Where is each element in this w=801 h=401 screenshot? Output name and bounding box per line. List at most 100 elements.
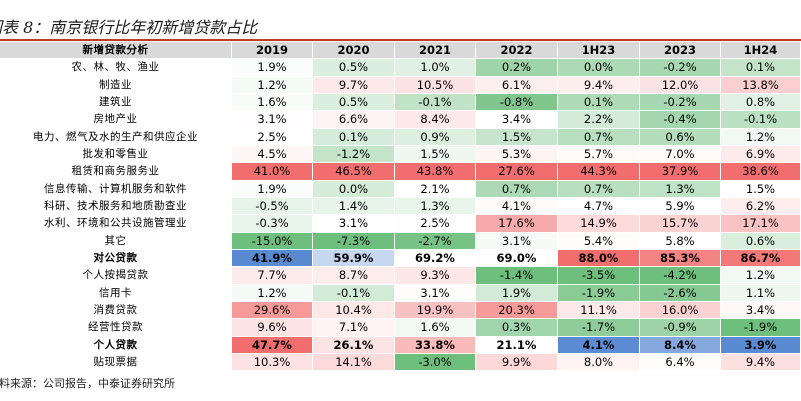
value-cell: -2.7% (395, 232, 476, 250)
value-cell: 15.7% (640, 215, 721, 233)
title: 图表 8：南京银行比年初新增贷款占比 (0, 18, 258, 37)
value-cell: 17.6% (476, 215, 558, 233)
value-cell: 10.4% (313, 301, 395, 320)
row-label: 信息传输、计算机服务和软件 (0, 180, 232, 198)
row-label: 批发和零售业 (0, 145, 232, 164)
value-cell: 26.1% (313, 336, 395, 354)
row-label: 信用卡 (0, 284, 232, 302)
value-cell: 1.5% (721, 180, 801, 198)
table-row: 租赁和商务服务业 41.0% 46.5% 43.8% 27.6% 44.3% 37.9% 38… (0, 163, 801, 181)
value-cell: 0.7% (558, 180, 640, 198)
row-label: 租赁和商务服务业 (0, 163, 232, 181)
value-cell: 0.6% (721, 232, 801, 250)
value-cell: 46.5% (313, 163, 395, 181)
value-cell: 8.0% (558, 353, 640, 372)
value-cell: 2.5% (232, 128, 313, 146)
value-cell: -3.0% (395, 353, 476, 372)
table-row: 经营性贷款 9.6% 7.1% 1.6% 0.3% -1.7% -0.9% -1.9% (0, 319, 801, 337)
value-cell: 12.0% (640, 76, 721, 94)
value-cell: 0.8% (721, 93, 801, 112)
table-row: 制造业 1.2% 9.7% 10.5% 6.1% 9.4% 12.0% 13.8% (0, 76, 801, 94)
value-cell: 27.6% (476, 163, 558, 181)
value-cell: -0.8% (476, 93, 558, 112)
row-label: 个人按揭贷款 (0, 267, 232, 285)
table-row: 水利、环境和公共设施管理业 -0.3% 3.1% 2.5% 17.6% 14.9% 15.7… (0, 215, 801, 233)
value-cell: -0.2% (640, 59, 721, 77)
value-cell: 14.1% (313, 353, 395, 372)
value-cell: 13.8% (721, 76, 801, 94)
table-row: 消费贷款 29.6% 10.4% 19.9% 20.3% 11.1% 16.0% 3.4% (0, 301, 801, 320)
value-cell: 41.9% (232, 249, 313, 268)
row-label: 消费贷款 (0, 301, 232, 320)
value-cell: 0.2% (476, 59, 558, 77)
value-cell: 41.0% (232, 163, 313, 181)
value-cell: 4.1% (558, 336, 640, 354)
value-cell: 1.3% (395, 197, 476, 216)
value-cell: 8.4% (640, 336, 721, 354)
value-cell: 6.2% (721, 197, 801, 216)
value-cell: 0.6% (640, 128, 721, 146)
value-cell: 20.3% (476, 301, 558, 320)
value-cell: 21.1% (476, 336, 558, 354)
value-cell: 44.3% (558, 163, 640, 181)
value-cell: 1.3% (640, 180, 721, 198)
value-cell: 8.4% (395, 111, 476, 129)
value-cell: 88.0% (558, 249, 640, 268)
value-cell: 3.1% (313, 215, 395, 233)
value-cell: 1.2% (232, 76, 313, 94)
value-cell: 2.2% (558, 111, 640, 129)
value-cell: 0.1% (721, 59, 801, 77)
value-cell: 69.0% (476, 249, 558, 268)
value-cell: -15.0% (232, 232, 313, 250)
value-cell: 38.6% (721, 163, 801, 181)
value-cell: 1.2% (721, 128, 801, 146)
value-cell: 1.4% (313, 197, 395, 216)
value-cell: 0.0% (558, 59, 640, 77)
header-row: 新增贷款分析 2019 2020 2021 2022 1H23 2023 1H24 (0, 42, 801, 60)
row-label: 个人贷款 (0, 336, 232, 354)
value-cell: 5.9% (640, 197, 721, 216)
value-cell: 1.6% (395, 319, 476, 337)
row-label: 对公贷款 (0, 249, 232, 268)
value-cell: 59.9% (313, 249, 395, 268)
value-cell: 5.8% (640, 232, 721, 250)
value-cell: 86.7% (721, 249, 801, 268)
value-cell: 7.1% (313, 319, 395, 337)
value-cell: 14.9% (558, 215, 640, 233)
value-cell: 1.9% (476, 284, 558, 302)
value-cell: -0.1% (395, 93, 476, 112)
row-label: 经营性贷款 (0, 319, 232, 337)
value-cell: -2.6% (640, 284, 721, 302)
value-cell: 7.0% (640, 145, 721, 164)
table-row: 信用卡 1.2% -0.1% 3.1% 1.9% -1.9% -2.6% 1.1% (0, 284, 801, 302)
value-cell: 47.7% (232, 336, 313, 354)
value-cell: 9.4% (721, 353, 801, 372)
value-cell: -0.1% (721, 111, 801, 129)
value-cell: 0.5% (313, 93, 395, 112)
value-cell: -1.7% (558, 319, 640, 337)
value-cell: 7.7% (232, 267, 313, 285)
value-cell: 1.2% (721, 267, 801, 285)
table-row: 科研、技术服务和地质勘查业 -0.5% 1.4% 1.3% 4.1% 4.7% 5.9% 6.… (0, 197, 801, 216)
row-label: 其它 (0, 232, 232, 250)
value-cell: 4.5% (232, 145, 313, 164)
value-cell: 19.9% (395, 301, 476, 320)
value-cell: 3.1% (232, 111, 313, 129)
table-row: 批发和零售业 4.5% -1.2% 1.5% 5.3% 5.7% 7.0% 6.9% (0, 145, 801, 164)
value-cell: 17.1% (721, 215, 801, 233)
value-cell: 43.8% (395, 163, 476, 181)
row-label: 科研、技术服务和地质勘查业 (0, 197, 232, 216)
row-label: 建筑业 (0, 93, 232, 112)
value-cell: 9.7% (313, 76, 395, 94)
value-cell: 11.1% (558, 301, 640, 320)
value-cell: -0.9% (640, 319, 721, 337)
table-row: 农、林、牧、渔业 1.9% 0.5% 1.0% 0.2% 0.0% -0.2% 0.1% (0, 59, 801, 77)
value-cell: 6.6% (313, 111, 395, 129)
subtotal-row: 个人贷款 47.7% 26.1% 33.8% 21.1% 4.1% 8.4% 3.9% (0, 336, 801, 354)
value-cell: 0.7% (476, 180, 558, 198)
value-cell: 6.1% (476, 76, 558, 94)
value-cell: 37.9% (640, 163, 721, 181)
value-cell: 2.1% (395, 180, 476, 198)
value-cell: 1.9% (232, 180, 313, 198)
